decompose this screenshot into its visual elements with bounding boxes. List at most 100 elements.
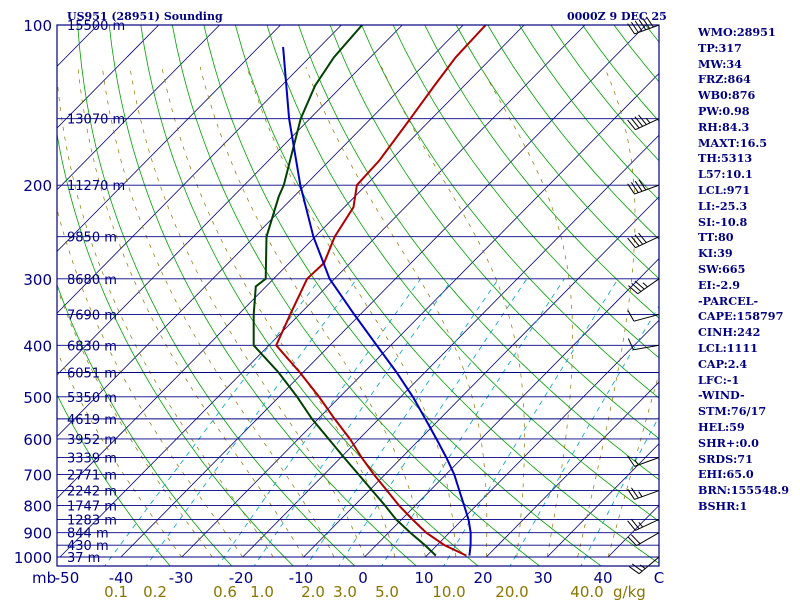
pressure-tick-label: 1000 xyxy=(14,549,52,567)
wind-barb xyxy=(627,114,660,131)
index-item: RH:84.3 xyxy=(698,119,750,134)
moist-adiabat-line xyxy=(57,350,183,558)
wind-barb-flag xyxy=(631,563,643,572)
wind-barb-flag xyxy=(627,23,635,35)
height-label: 2771 m xyxy=(67,469,117,484)
pressure-tick-label: 600 xyxy=(23,431,52,449)
index-item: SW:665 xyxy=(698,261,746,276)
wind-barb-staff xyxy=(637,278,660,295)
temperature-tick-label: -20 xyxy=(229,569,254,587)
wind-barb-flag xyxy=(627,237,636,249)
wind-barb-flag xyxy=(630,118,640,129)
dry-adiabat-line xyxy=(361,25,659,399)
moist-adiabat-line xyxy=(57,286,213,558)
index-item: TH:5313 xyxy=(698,151,753,166)
dry-adiabat-line xyxy=(57,283,233,566)
index-item: STM:76/17 xyxy=(698,404,767,419)
dry-adiabat-line xyxy=(235,25,659,564)
wind-barb-staff xyxy=(636,532,660,547)
moist-adiabat-line xyxy=(199,67,426,558)
height-label: 8680 m xyxy=(67,273,117,288)
mixing-ratio-line xyxy=(217,278,422,566)
index-item: LCL:971 xyxy=(698,182,751,197)
chart-time: 0000Z 9 DEC 25 xyxy=(567,10,667,23)
wind-barb-flag xyxy=(630,236,640,247)
wind-barb-half-flag xyxy=(639,564,646,569)
wind-barb xyxy=(627,518,660,531)
wind-barb xyxy=(627,487,660,500)
wind-barb-flag xyxy=(642,17,651,29)
index-item: BRN:155548.9 xyxy=(698,483,790,498)
temperature-tick-label: 40 xyxy=(593,569,612,587)
wind-barb-flag xyxy=(634,280,645,290)
pressure-tick-label: 400 xyxy=(23,337,52,355)
index-item: SI:-10.8 xyxy=(698,214,748,229)
temperature-tick-label: -30 xyxy=(169,569,194,587)
index-item: WMO:28951 xyxy=(698,25,776,39)
index-item: LCL:1111 xyxy=(698,340,758,355)
moist-adiabat-line xyxy=(129,67,365,558)
pressure-tick-label: 900 xyxy=(23,525,52,543)
wind-barb xyxy=(628,278,660,295)
index-item: WB0:876 xyxy=(698,88,756,103)
height-label: 844 m xyxy=(67,527,109,542)
wind-barb-staff xyxy=(635,118,660,131)
isotherm-line xyxy=(546,443,659,558)
index-item: TP:317 xyxy=(698,40,742,55)
wind-barb-flag xyxy=(646,16,654,28)
mixing-ratio-line xyxy=(509,305,659,566)
wind-barb-flag xyxy=(634,180,643,192)
pressure-tick-label: 800 xyxy=(23,497,52,515)
wind-barb-staff xyxy=(634,457,660,467)
moist-adiabat-line xyxy=(101,67,335,558)
mixing-ratio-line xyxy=(381,278,565,566)
dry-adiabat-line xyxy=(329,25,659,440)
wind-barb xyxy=(628,556,660,575)
height-label: 3952 m xyxy=(67,433,117,448)
temperature-tick-label: 30 xyxy=(533,569,552,587)
dry-adiabat-line xyxy=(108,25,417,566)
dry-adiabat-line xyxy=(57,131,294,566)
index-item: SRDS:71 xyxy=(698,451,753,466)
wind-barb xyxy=(627,179,660,195)
height-label: 37 m xyxy=(67,551,100,566)
height-label: 4619 m xyxy=(67,413,117,428)
wind-barb-flag xyxy=(627,183,635,195)
wind-barb-flag xyxy=(627,119,636,130)
mixing-ratio-tick-label: 0.1 xyxy=(104,583,128,600)
pressure-tick-label: 700 xyxy=(23,467,52,485)
height-label: 11270 m xyxy=(67,179,125,194)
wind-barb-flag xyxy=(627,488,635,500)
isotherm-line xyxy=(57,25,281,253)
isotherm-line xyxy=(425,319,659,558)
mixing-ratio-unit-label: g/kg xyxy=(613,583,646,600)
height-label: 9850 m xyxy=(67,231,117,246)
wind-barb-flag xyxy=(634,234,644,245)
isotherm-line xyxy=(57,25,403,376)
dewpoint-trace xyxy=(252,25,437,557)
index-item: L57:10.1 xyxy=(698,167,753,182)
wind-barb-half-flag xyxy=(642,282,648,288)
wind-barb-flag xyxy=(630,487,639,499)
mixing-ratio-line xyxy=(104,278,321,566)
wind-barb-flag xyxy=(630,182,639,193)
grid-layer xyxy=(57,25,659,566)
wind-barb-flag xyxy=(638,232,647,243)
wind-barb-flag xyxy=(627,338,634,351)
sounding-indices-list: WMO:28951 TP:317 MW:34 FRZ:864 WB0:876 PW:0.9… xyxy=(698,25,789,515)
dry-adiabat-line xyxy=(424,25,659,319)
index-item: MAXT:16.5 xyxy=(698,135,768,150)
mixing-ratio-tick-label: 0.2 xyxy=(143,583,167,600)
index-item: LFC:-1 xyxy=(698,372,740,387)
height-label: 430 m xyxy=(67,539,109,554)
wind-barb-flag xyxy=(634,116,644,127)
isotherm-line xyxy=(486,381,659,558)
chart-title: US951 (28951) Sounding xyxy=(67,10,223,23)
mixing-ratio-tick-label: 1.0 xyxy=(250,583,274,600)
wind-barb-flag xyxy=(628,566,640,575)
temperature-tick-label: -50 xyxy=(55,569,80,587)
height-label: 7690 m xyxy=(67,308,117,323)
temperature-tick-label: -10 xyxy=(289,569,314,587)
wind-barb-flag xyxy=(628,285,639,295)
